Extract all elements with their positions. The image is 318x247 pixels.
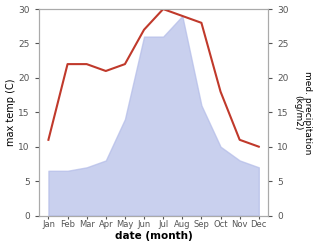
- Y-axis label: med. precipitation
(kg/m2): med. precipitation (kg/m2): [293, 71, 313, 154]
- Y-axis label: max temp (C): max temp (C): [5, 79, 16, 146]
- X-axis label: date (month): date (month): [115, 231, 192, 242]
